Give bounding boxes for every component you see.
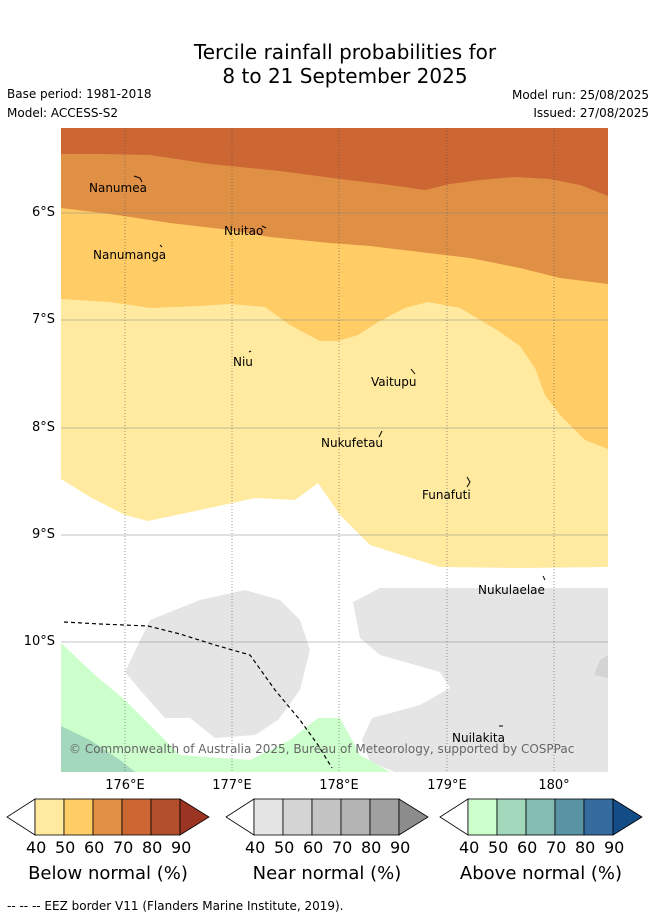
model-name: Model: ACCESS-S2 <box>7 106 119 120</box>
lon-label-179e: 179°E <box>427 778 467 793</box>
colorbar-above-tick: 70 <box>546 838 567 857</box>
place-label-nukufetau: Nukufetau <box>321 436 383 450</box>
colorbar-below-tick: 50 <box>55 838 76 857</box>
copyright-notice: © Commonwealth of Australia 2025, Bureau… <box>69 742 574 756</box>
island-nuitao <box>261 225 267 229</box>
near-normal-region-west <box>125 590 310 738</box>
colorbar-above-tick: 60 <box>517 838 538 857</box>
lon-label-180: 180° <box>538 778 570 793</box>
colorbar-below-tick: 70 <box>113 838 134 857</box>
colorbar-near-tick: 50 <box>274 838 295 857</box>
longitude-gridlines <box>124 128 555 772</box>
colorbar-above-tick: 80 <box>575 838 596 857</box>
place-label-niu: Niu <box>233 355 253 369</box>
map-title: Tercile rainfall probabilities for 8 to … <box>0 40 655 88</box>
place-label-nukulaelae: Nukulaelae <box>478 583 545 597</box>
colorbar-above-under <box>439 798 469 836</box>
eez-footnote: -- -- -- EEZ border V11 (Flanders Marine… <box>7 899 344 913</box>
colorbar-below-tick: 80 <box>142 838 163 857</box>
title-line-2: 8 to 21 September 2025 <box>222 64 468 88</box>
lat-label-9s: 9°S <box>31 527 55 542</box>
base-period: Base period: 1981-2018 <box>7 87 152 101</box>
island-funafuti <box>466 476 471 488</box>
lat-label-8s: 8°S <box>31 420 55 435</box>
place-label-funafuti: Funafuti <box>422 488 471 502</box>
colorbar-below-over <box>179 798 210 836</box>
colorbar-below-tick: 40 <box>26 838 47 857</box>
title-line-1: Tercile rainfall probabilities for <box>193 40 497 64</box>
place-label-nanumea: Nanumea <box>89 181 147 195</box>
colorbar-near-tick: 80 <box>361 838 382 857</box>
island-nukulaelae <box>542 575 546 581</box>
colorbar-near-tick: 90 <box>390 838 411 857</box>
colorbar-above-tick: 50 <box>488 838 509 857</box>
place-labels: Nanumea Nuitao Nanumanga Niu Vaitupu Nuk… <box>89 181 545 745</box>
colorbar-below-under <box>6 798 36 836</box>
near-normal-region-east <box>353 588 608 772</box>
lon-label-177e: 177°E <box>212 778 252 793</box>
island-vaitupu <box>410 368 416 375</box>
place-label-nuitao: Nuitao <box>224 224 263 238</box>
probability-field: © Commonwealth of Australia 2025, Bureau… <box>61 128 608 772</box>
place-label-nanumanga: Nanumanga <box>93 248 166 262</box>
colorbar-below-title: Below normal (%) <box>28 863 188 884</box>
colorbar-near-title: Near normal (%) <box>252 863 402 884</box>
colorbar-near-under <box>225 798 255 836</box>
colorbar-above-title: Above normal (%) <box>459 863 623 884</box>
colorbar-near-tick: 40 <box>245 838 266 857</box>
lat-label-7s: 7°S <box>31 312 55 327</box>
colorbar-below-tick: 90 <box>171 838 192 857</box>
lat-label-10s: 10°S <box>23 634 55 649</box>
colorbar-above-tick: 90 <box>604 838 625 857</box>
colorbar-near-over <box>398 798 429 836</box>
island-niu <box>248 350 252 353</box>
lat-label-6s: 6°S <box>31 205 55 220</box>
colorbar-near-tick: 70 <box>332 838 353 857</box>
lon-label-176e: 176°E <box>105 778 145 793</box>
colorbar-above-over <box>612 798 643 836</box>
colorbar-near-tick: 60 <box>303 838 324 857</box>
latitude-gridlines <box>61 212 608 643</box>
colorbar-above-normal <box>439 798 643 836</box>
below-normal-70-80-region <box>61 128 608 196</box>
above-normal-40-50-region <box>61 643 390 772</box>
colorbar-above-tick: 40 <box>459 838 480 857</box>
near-normal-region-edge <box>594 655 608 678</box>
issued-date: Issued: 27/08/2025 <box>533 106 649 120</box>
eez-border-line <box>63 621 333 769</box>
island-nukufetau <box>378 430 383 438</box>
place-label-vaitupu: Vaitupu <box>371 375 417 389</box>
colorbar-below-tick: 60 <box>84 838 105 857</box>
above-normal-50-60-region <box>61 726 135 772</box>
colorbar-near-normal <box>225 798 429 836</box>
model-run: Model run: 25/08/2025 <box>511 88 649 102</box>
island-nanumea <box>133 175 143 183</box>
colorbar-below-normal <box>6 798 210 836</box>
island-nanumanga <box>159 244 163 248</box>
island-glyphs <box>133 175 546 727</box>
place-label-nuilakita: Nuilakita <box>452 731 505 745</box>
lon-label-178e: 178°E <box>319 778 359 793</box>
